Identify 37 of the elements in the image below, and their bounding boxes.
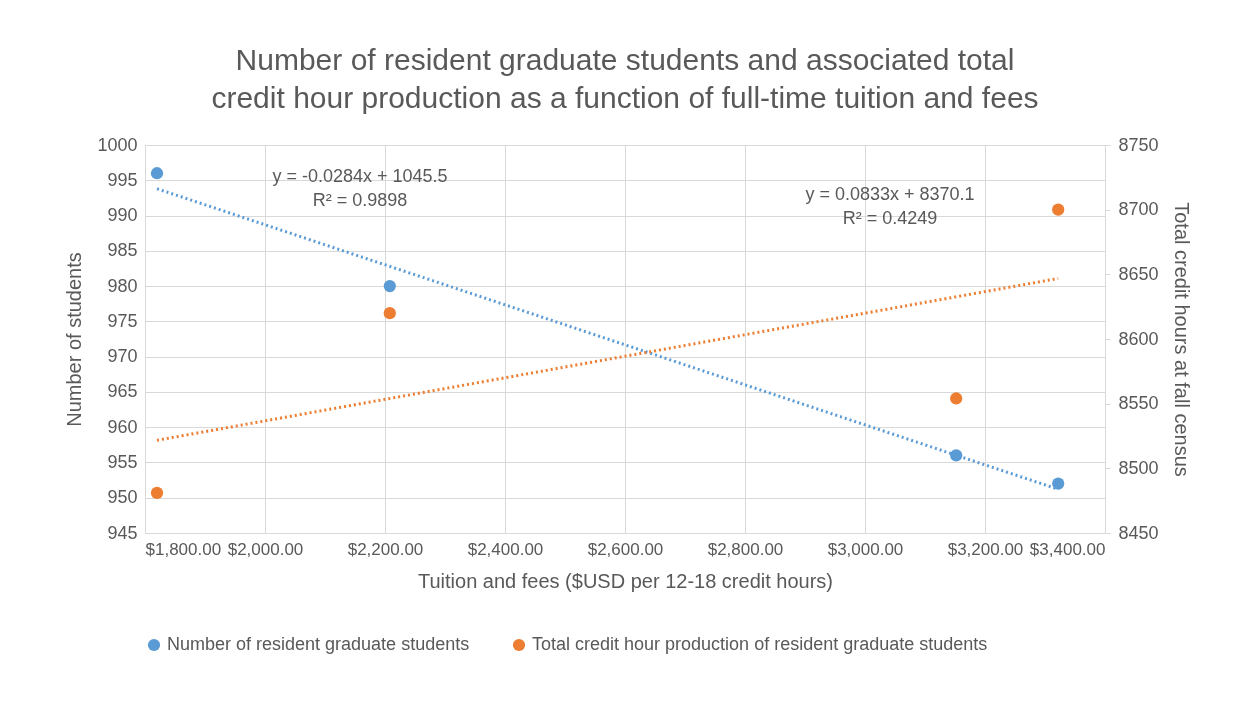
x-tick-label: $3,000.00	[827, 539, 904, 559]
legend-label: Number of resident graduate students	[167, 634, 470, 654]
y-tick-label: 985	[107, 240, 138, 261]
y-axis-title: Number of students	[63, 252, 86, 427]
text: Number of resident graduate students and associated total	[235, 43, 1015, 76]
x-axis-title: Tuition and fees ($USD per 12-18 credit hours)	[417, 569, 834, 592]
annotation: y = -0.0284x + 1045.5 R² = 0.9898	[272, 166, 448, 210]
annotation: y = 0.0833x + 8370.1 R² = 0.4249	[805, 184, 975, 228]
y-tick-label: 975	[107, 310, 138, 331]
y2-tick-label: 8700	[1118, 199, 1159, 220]
y-tick-label: 955	[107, 451, 138, 472]
y2-tick-label: 8750	[1118, 134, 1159, 155]
x-tick-label: $2,600.00	[587, 539, 664, 559]
y-tick-label: 950	[107, 487, 138, 508]
x-tick-label: $2,000.00	[227, 539, 304, 559]
y2-tick-label: 8450	[1118, 522, 1159, 543]
text: credit hour production as a function of full-time tuition and fees	[211, 81, 1039, 114]
x-tick-label: $1,800.00	[145, 539, 222, 559]
y-tick-label: 970	[107, 346, 138, 367]
x-tick-label: $2,800.00	[707, 539, 784, 559]
y-tick-label: 990	[107, 205, 138, 226]
y2-tick-label: 8500	[1118, 457, 1159, 478]
legend-label: Total credit hour production of resident graduate students	[532, 634, 988, 654]
y2-tick-label: 8550	[1118, 393, 1159, 414]
x-tick-label: $3,400.00	[1029, 539, 1106, 559]
y-tick-label: 980	[107, 275, 138, 296]
y-tick-label: 945	[107, 522, 138, 543]
y-tick-label: 1000	[97, 134, 138, 155]
y-tick-label: 965	[107, 381, 138, 402]
y2-tick-label: 8650	[1118, 263, 1159, 284]
y-tick-label: 960	[107, 416, 138, 437]
x-tick-label: $2,400.00	[467, 539, 544, 559]
y-tick-label: 995	[107, 169, 138, 190]
y2-axis-title: Total credit hours at fall census	[1170, 202, 1193, 477]
y2-tick-label: 8600	[1118, 328, 1159, 349]
x-tick-label: $2,200.00	[347, 539, 424, 559]
x-tick-label: $3,200.00	[947, 539, 1024, 559]
